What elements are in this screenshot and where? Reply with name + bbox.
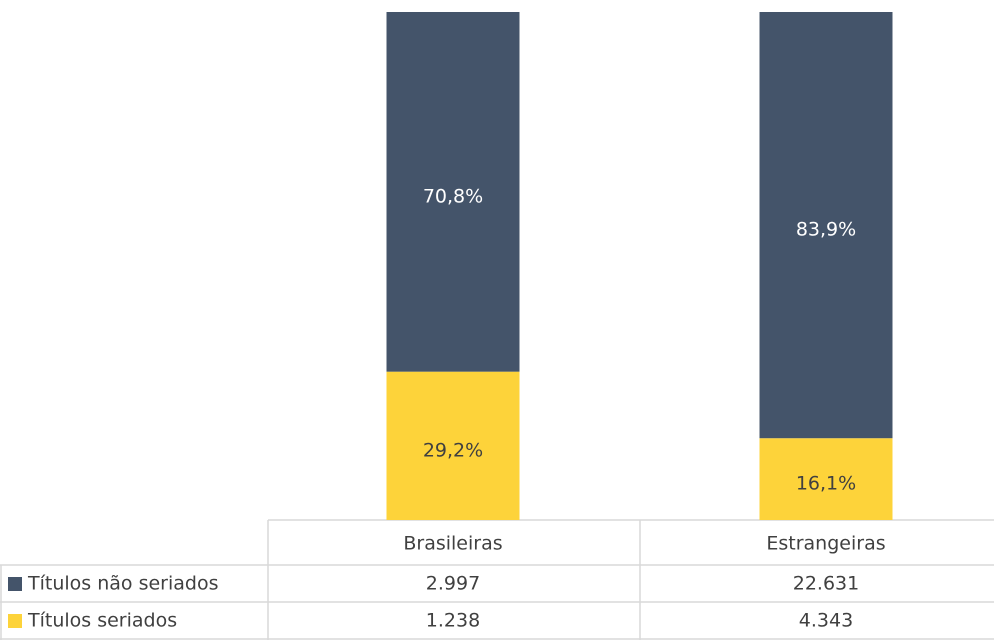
legend-label: Títulos não seriados [27, 573, 218, 595]
table-value: 4.343 [799, 610, 853, 632]
category-label: Estrangeiras [766, 533, 885, 555]
data-label: 83,9% [796, 219, 856, 241]
data-label: 70,8% [423, 185, 483, 207]
legend-swatch [8, 577, 22, 591]
bar-segment [386, 12, 520, 372]
legend-swatch [8, 614, 22, 628]
category-label: Brasileiras [403, 533, 502, 555]
table-value: 1.238 [426, 610, 480, 632]
table-value: 2.997 [426, 573, 480, 595]
bar-segment [386, 371, 520, 520]
data-label: 16,1% [796, 473, 856, 495]
bar-segment [759, 12, 893, 439]
bar-segment [759, 438, 893, 520]
table-value: 22.631 [793, 573, 859, 595]
data-label: 29,2% [423, 439, 483, 461]
legend-label: Títulos seriados [27, 610, 177, 632]
